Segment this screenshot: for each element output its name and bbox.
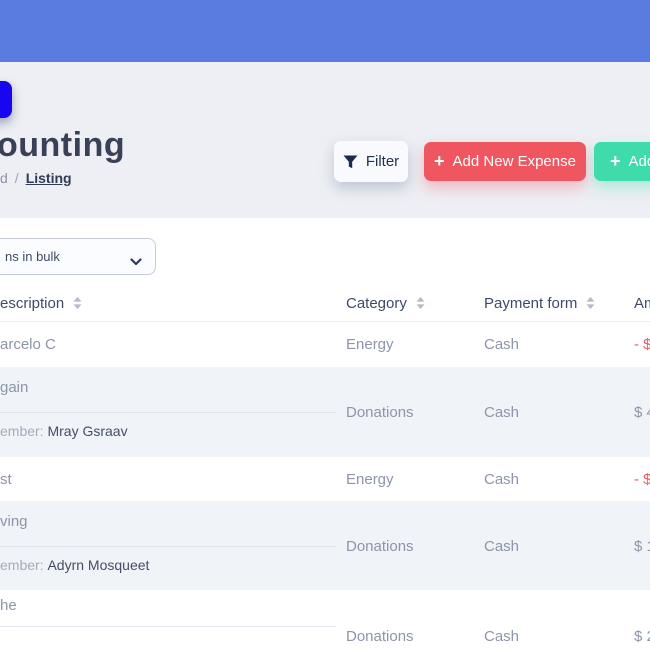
payment-cell: Cash xyxy=(484,336,520,353)
breadcrumb-trail-link[interactable]: d xyxy=(0,170,8,186)
add-income-button[interactable]: + Add xyxy=(594,142,650,181)
category-cell: Donations xyxy=(346,537,414,555)
payment-cell: Cash xyxy=(484,404,520,421)
payment-cell: Cash xyxy=(484,470,520,488)
category-cell: Donations xyxy=(346,627,414,645)
description-divider xyxy=(0,626,336,627)
description-cell: arcelo C xyxy=(0,336,56,353)
table-row: st Energy Cash - $ xyxy=(0,457,650,502)
bulk-actions-select-value: ns in bulk xyxy=(5,249,60,264)
add-income-label: Add xyxy=(628,153,650,170)
amount-cell: - $ xyxy=(634,470,650,488)
sort-icon xyxy=(586,297,595,309)
top-navbar xyxy=(0,0,650,62)
table-header-row: escription Category Payment form xyxy=(0,285,650,322)
filter-funnel-icon xyxy=(343,155,358,169)
payment-cell: Cash xyxy=(484,537,520,555)
column-header-amount[interactable]: Amount xyxy=(634,294,650,312)
amount-cell: $ 4 xyxy=(634,404,650,421)
member-line: ember: Mray Gsraav xyxy=(0,423,346,439)
amount-cell: $ 1 xyxy=(634,537,650,555)
sort-icon xyxy=(73,297,82,309)
page-title: ounting xyxy=(0,126,126,164)
description-cell: gain ember: Mray Gsraav xyxy=(0,368,346,457)
content-card: ns in bulk escription Category xyxy=(0,218,650,650)
member-label: ember: xyxy=(0,423,44,439)
description-divider xyxy=(0,546,336,547)
member-name: Mray Gsraav xyxy=(47,423,128,439)
column-header-payment-form[interactable]: Payment form xyxy=(484,295,634,312)
description-text: he xyxy=(0,597,17,614)
table-row: ving ember: Adyrn Mosqueet Donations Cas… xyxy=(0,502,650,590)
filter-button[interactable]: Filter xyxy=(334,141,408,182)
description-divider xyxy=(0,412,336,413)
table-row: he Donations Cash $ 2 xyxy=(0,590,650,650)
category-cell: Donations xyxy=(346,404,414,421)
table-row: gain ember: Mray Gsraav Donations Cash $… xyxy=(0,368,650,457)
description-cell: he xyxy=(0,590,346,650)
chevron-down-icon xyxy=(130,253,142,271)
description-text: gain xyxy=(0,379,29,396)
breadcrumb-current-link[interactable]: Listing xyxy=(25,170,72,186)
add-expense-button[interactable]: + Add New Expense xyxy=(424,142,586,181)
column-header-description[interactable]: escription xyxy=(0,295,346,312)
plus-icon: + xyxy=(434,150,445,171)
add-expense-label: Add New Expense xyxy=(452,153,576,170)
bulk-actions-select[interactable]: ns in bulk xyxy=(0,238,156,275)
filter-button-label: Filter xyxy=(365,153,400,170)
category-cell: Energy xyxy=(346,336,394,353)
plus-icon: + xyxy=(610,150,621,171)
member-name: Adyrn Mosqueet xyxy=(47,557,150,573)
category-cell: Energy xyxy=(346,470,394,488)
table-row: arcelo C Energy Cash - $ xyxy=(0,322,650,368)
breadcrumb: d / Listing xyxy=(0,170,72,186)
description-cell: ving ember: Adyrn Mosqueet xyxy=(0,502,346,590)
primary-blue-button[interactable] xyxy=(0,81,12,118)
sort-icon xyxy=(416,297,425,309)
column-header-category[interactable]: Category xyxy=(346,295,484,312)
amount-cell: - $ xyxy=(634,336,650,353)
payment-cell: Cash xyxy=(484,627,520,645)
expenses-table: escription Category Payment form xyxy=(0,285,650,650)
amount-cell: $ 2 xyxy=(634,627,650,645)
member-label: ember: xyxy=(0,557,44,573)
member-line: ember: Adyrn Mosqueet xyxy=(0,557,346,573)
breadcrumb-separator: / xyxy=(14,170,19,186)
description-cell: st xyxy=(0,470,12,488)
description-text: ving xyxy=(0,513,28,530)
